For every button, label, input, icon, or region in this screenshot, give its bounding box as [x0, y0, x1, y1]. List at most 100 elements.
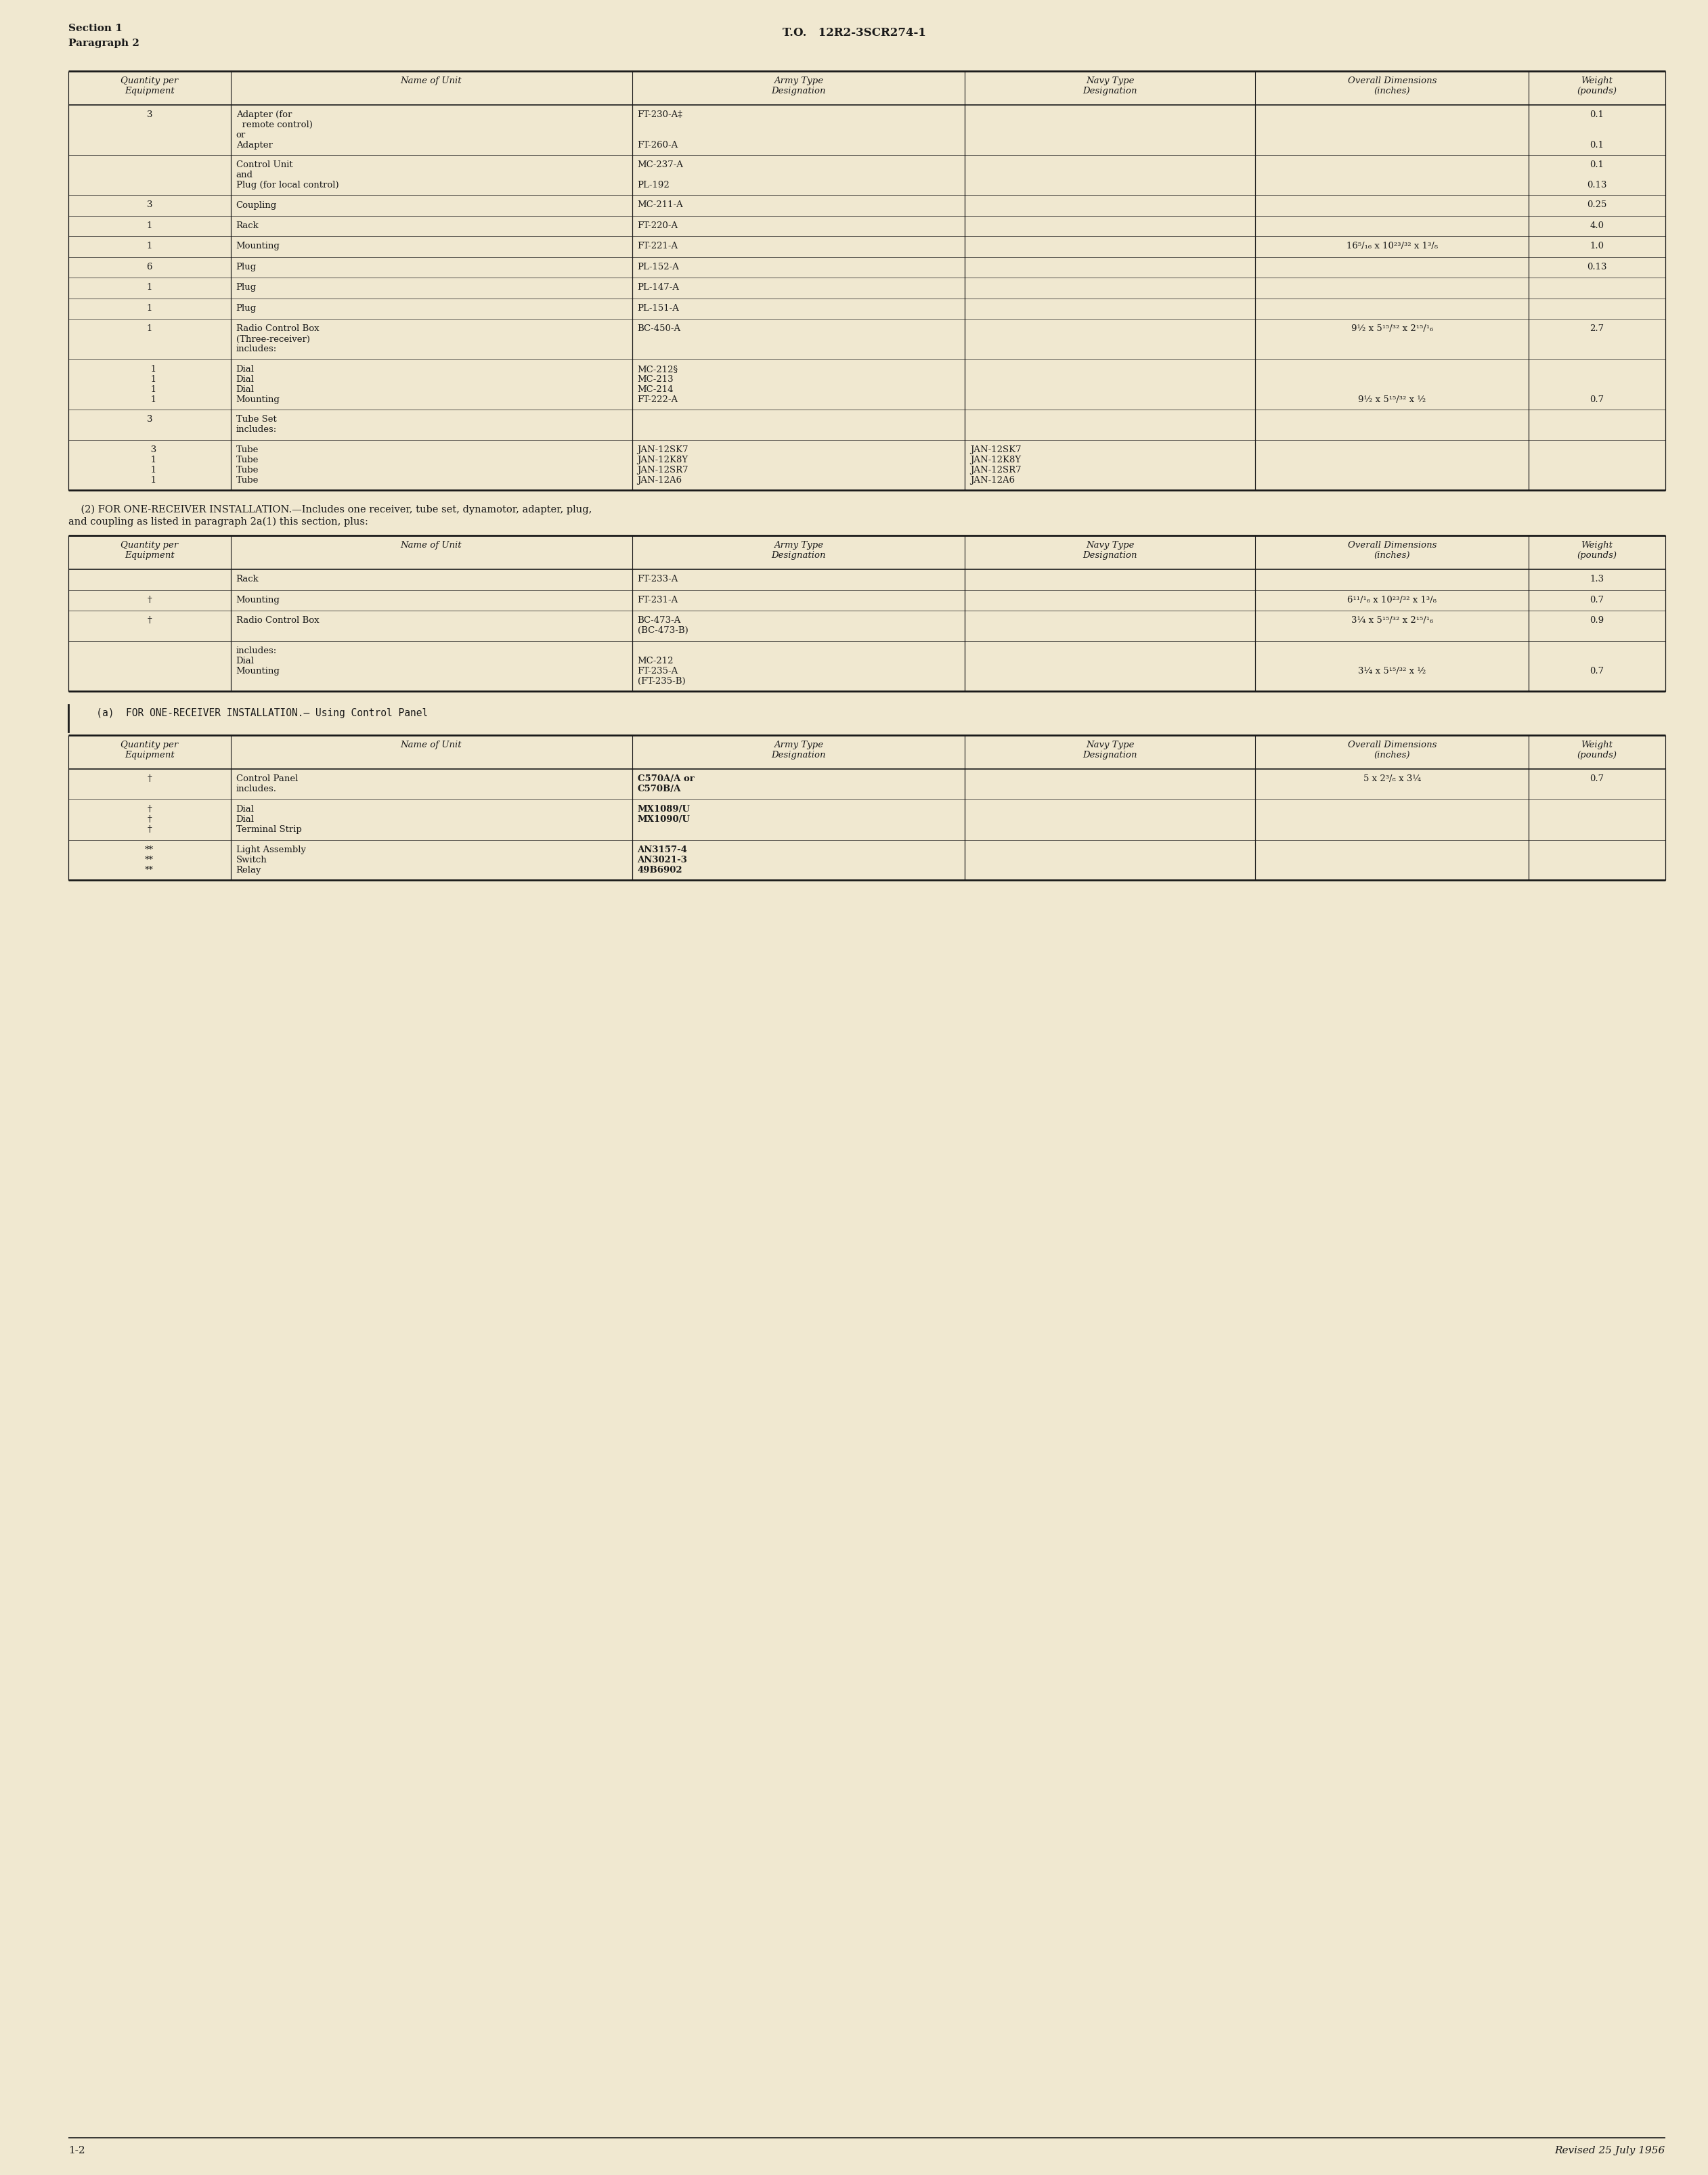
Text: T.O.   12R2-3SCR274-1: T.O. 12R2-3SCR274-1 [782, 26, 926, 39]
Text: 4.0: 4.0 [1590, 222, 1604, 231]
Text: 9½ x 5¹⁵/³² x ½: 9½ x 5¹⁵/³² x ½ [1358, 365, 1426, 405]
Text: Plug: Plug [236, 283, 256, 291]
Text: PL-147-A: PL-147-A [637, 283, 680, 291]
Text: 0.25: 0.25 [1587, 200, 1607, 209]
Text: 1.3: 1.3 [1590, 574, 1604, 583]
Text: Radio Control Box: Radio Control Box [236, 616, 319, 624]
Text: (2) FOR ONE-RECEIVER INSTALLATION.—Includes one receiver, tube set, dynamotor, a: (2) FOR ONE-RECEIVER INSTALLATION.—Inclu… [68, 505, 593, 515]
Text: Army Type
Designation: Army Type Designation [772, 76, 825, 96]
Text: and coupling as listed in paragraph 2a(1) this section, plus:: and coupling as listed in paragraph 2a(1… [68, 518, 369, 526]
Text: 16⁵/₁₆ x 10²³/³² x 1³/₈: 16⁵/₁₆ x 10²³/³² x 1³/₈ [1346, 241, 1438, 250]
Text: 0.7: 0.7 [1590, 365, 1604, 405]
Text: (a)  FOR ONE-RECEIVER INSTALLATION.— Using Control Panel: (a) FOR ONE-RECEIVER INSTALLATION.— Usin… [79, 709, 429, 718]
Text: Weight
(pounds): Weight (pounds) [1576, 742, 1617, 759]
Text: Adapter (for
  remote control)
or
Adapter: Adapter (for remote control) or Adapter [236, 111, 313, 150]
Text: 3
   1
   1
   1: 3 1 1 1 [142, 446, 157, 485]
Text: Tube
Tube
Tube
Tube: Tube Tube Tube Tube [236, 446, 258, 485]
Text: Radio Control Box
(Three-receiver)
includes:: Radio Control Box (Three-receiver) inclu… [236, 324, 319, 355]
Text: Tube Set
includes:: Tube Set includes: [236, 415, 277, 435]
Text: FT-221-A: FT-221-A [637, 241, 678, 250]
Text: Control Panel
includes.: Control Panel includes. [236, 774, 297, 794]
Text: 3¼ x 5¹⁵/³² x ½: 3¼ x 5¹⁵/³² x ½ [1358, 646, 1426, 676]
Text: Dial
Dial
Dial
Mounting: Dial Dial Dial Mounting [236, 365, 280, 405]
Text: AN3157-4
AN3021-3
49B6902: AN3157-4 AN3021-3 49B6902 [637, 846, 688, 874]
Text: Dial
Dial
Terminal Strip: Dial Dial Terminal Strip [236, 805, 302, 835]
Text: MC-237-A

PL-192: MC-237-A PL-192 [637, 161, 683, 189]
Text: Light Assembly
Switch
Relay: Light Assembly Switch Relay [236, 846, 306, 874]
Text: 1
   1
   1
   1: 1 1 1 1 [142, 365, 157, 405]
Text: 3: 3 [147, 111, 152, 120]
Text: Weight
(pounds): Weight (pounds) [1576, 542, 1617, 561]
Text: 0.7: 0.7 [1590, 646, 1604, 676]
Text: 0.1


0.1: 0.1 0.1 [1590, 111, 1604, 150]
Text: 1.0: 1.0 [1590, 241, 1604, 250]
Text: Weight
(pounds): Weight (pounds) [1576, 76, 1617, 96]
Text: Navy Type
Designation: Navy Type Designation [1083, 542, 1138, 561]
Text: 5 x 2³/₈ x 3¼: 5 x 2³/₈ x 3¼ [1363, 774, 1421, 783]
Text: 1: 1 [147, 324, 152, 333]
Text: Overall Dimensions
(inches): Overall Dimensions (inches) [1348, 76, 1436, 96]
Text: 2.7: 2.7 [1590, 324, 1604, 333]
Text: Name of Unit: Name of Unit [401, 76, 461, 85]
Text: JAN-12SK7
JAN-12K8Y
JAN-12SR7
JAN-12A6: JAN-12SK7 JAN-12K8Y JAN-12SR7 JAN-12A6 [637, 446, 688, 485]
Text: Coupling: Coupling [236, 200, 277, 209]
Text: 0.7: 0.7 [1590, 596, 1604, 605]
Text: 0.7: 0.7 [1590, 774, 1604, 783]
Text: **
**
**: ** ** ** [145, 846, 154, 874]
Text: FT-231-A: FT-231-A [637, 596, 678, 605]
Text: PL-152-A: PL-152-A [637, 263, 680, 272]
Text: Army Type
Designation: Army Type Designation [772, 742, 825, 759]
Text: Overall Dimensions
(inches): Overall Dimensions (inches) [1348, 542, 1436, 561]
Text: FT-230-A‡


FT-260-A: FT-230-A‡ FT-260-A [637, 111, 683, 150]
Text: MC-212§
MC-213
MC-214
FT-222-A: MC-212§ MC-213 MC-214 FT-222-A [637, 365, 678, 405]
Text: Overall Dimensions
(inches): Overall Dimensions (inches) [1348, 742, 1436, 759]
Text: BC-473-A
(BC-473-B): BC-473-A (BC-473-B) [637, 616, 688, 635]
Text: Rack: Rack [236, 222, 260, 231]
Text: Quantity per
Equipment: Quantity per Equipment [121, 76, 178, 96]
Text: PL-151-A: PL-151-A [637, 305, 680, 313]
Text: 0.1

0.13: 0.1 0.13 [1587, 161, 1607, 189]
Text: JAN-12SK7
JAN-12K8Y
JAN-12SR7
JAN-12A6: JAN-12SK7 JAN-12K8Y JAN-12SR7 JAN-12A6 [970, 446, 1021, 485]
Text: 1: 1 [147, 283, 152, 291]
Text: FT-220-A: FT-220-A [637, 222, 678, 231]
Text: Quantity per
Equipment: Quantity per Equipment [121, 742, 178, 759]
Text: Name of Unit: Name of Unit [401, 542, 461, 550]
Text: 0.13: 0.13 [1587, 263, 1607, 272]
Text: Mounting: Mounting [236, 596, 280, 605]
Text: Name of Unit: Name of Unit [401, 742, 461, 750]
Text: FT-233-A: FT-233-A [637, 574, 678, 583]
Text: 1: 1 [147, 222, 152, 231]
Text: Navy Type
Designation: Navy Type Designation [1083, 76, 1138, 96]
Text: 3: 3 [147, 200, 152, 209]
Text: MC-212
FT-235-A
(FT-235-B): MC-212 FT-235-A (FT-235-B) [637, 646, 685, 685]
Text: C570A/A or
C570B/A: C570A/A or C570B/A [637, 774, 693, 794]
Text: †
†
†: † † † [147, 805, 152, 835]
Text: 1: 1 [147, 305, 152, 313]
Text: Mounting: Mounting [236, 241, 280, 250]
Text: Plug: Plug [236, 263, 256, 272]
Text: Section 1: Section 1 [68, 24, 123, 33]
Text: 3: 3 [147, 415, 152, 424]
Text: 3¼ x 5¹⁵/³² x 2¹⁵/¹₆: 3¼ x 5¹⁵/³² x 2¹⁵/¹₆ [1351, 616, 1433, 624]
Text: †: † [147, 616, 152, 624]
Text: 0.9: 0.9 [1590, 616, 1604, 624]
Text: Navy Type
Designation: Navy Type Designation [1083, 742, 1138, 759]
Text: Paragraph 2: Paragraph 2 [68, 39, 140, 48]
Text: 6¹¹/¹₆ x 10²³/³² x 1³/₈: 6¹¹/¹₆ x 10²³/³² x 1³/₈ [1348, 596, 1436, 605]
Text: MX1089/U
MX1090/U: MX1089/U MX1090/U [637, 805, 690, 824]
Text: Plug: Plug [236, 305, 256, 313]
Text: Revised 25 July 1956: Revised 25 July 1956 [1554, 2147, 1665, 2155]
Text: Rack: Rack [236, 574, 260, 583]
Text: Quantity per
Equipment: Quantity per Equipment [121, 542, 178, 561]
Text: 1-2: 1-2 [68, 2147, 85, 2155]
Text: †: † [147, 596, 152, 605]
Text: †: † [147, 774, 152, 783]
Text: 6: 6 [147, 263, 152, 272]
Text: Control Unit
and
Plug (for local control): Control Unit and Plug (for local control… [236, 161, 338, 189]
Text: 1: 1 [147, 241, 152, 250]
Text: MC-211-A: MC-211-A [637, 200, 683, 209]
Text: Army Type
Designation: Army Type Designation [772, 542, 825, 561]
Text: 9½ x 5¹⁵/³² x 2¹⁵/¹₆: 9½ x 5¹⁵/³² x 2¹⁵/¹₆ [1351, 324, 1433, 333]
Text: includes:
Dial
Mounting: includes: Dial Mounting [236, 646, 280, 676]
Text: BC-450-A: BC-450-A [637, 324, 681, 333]
